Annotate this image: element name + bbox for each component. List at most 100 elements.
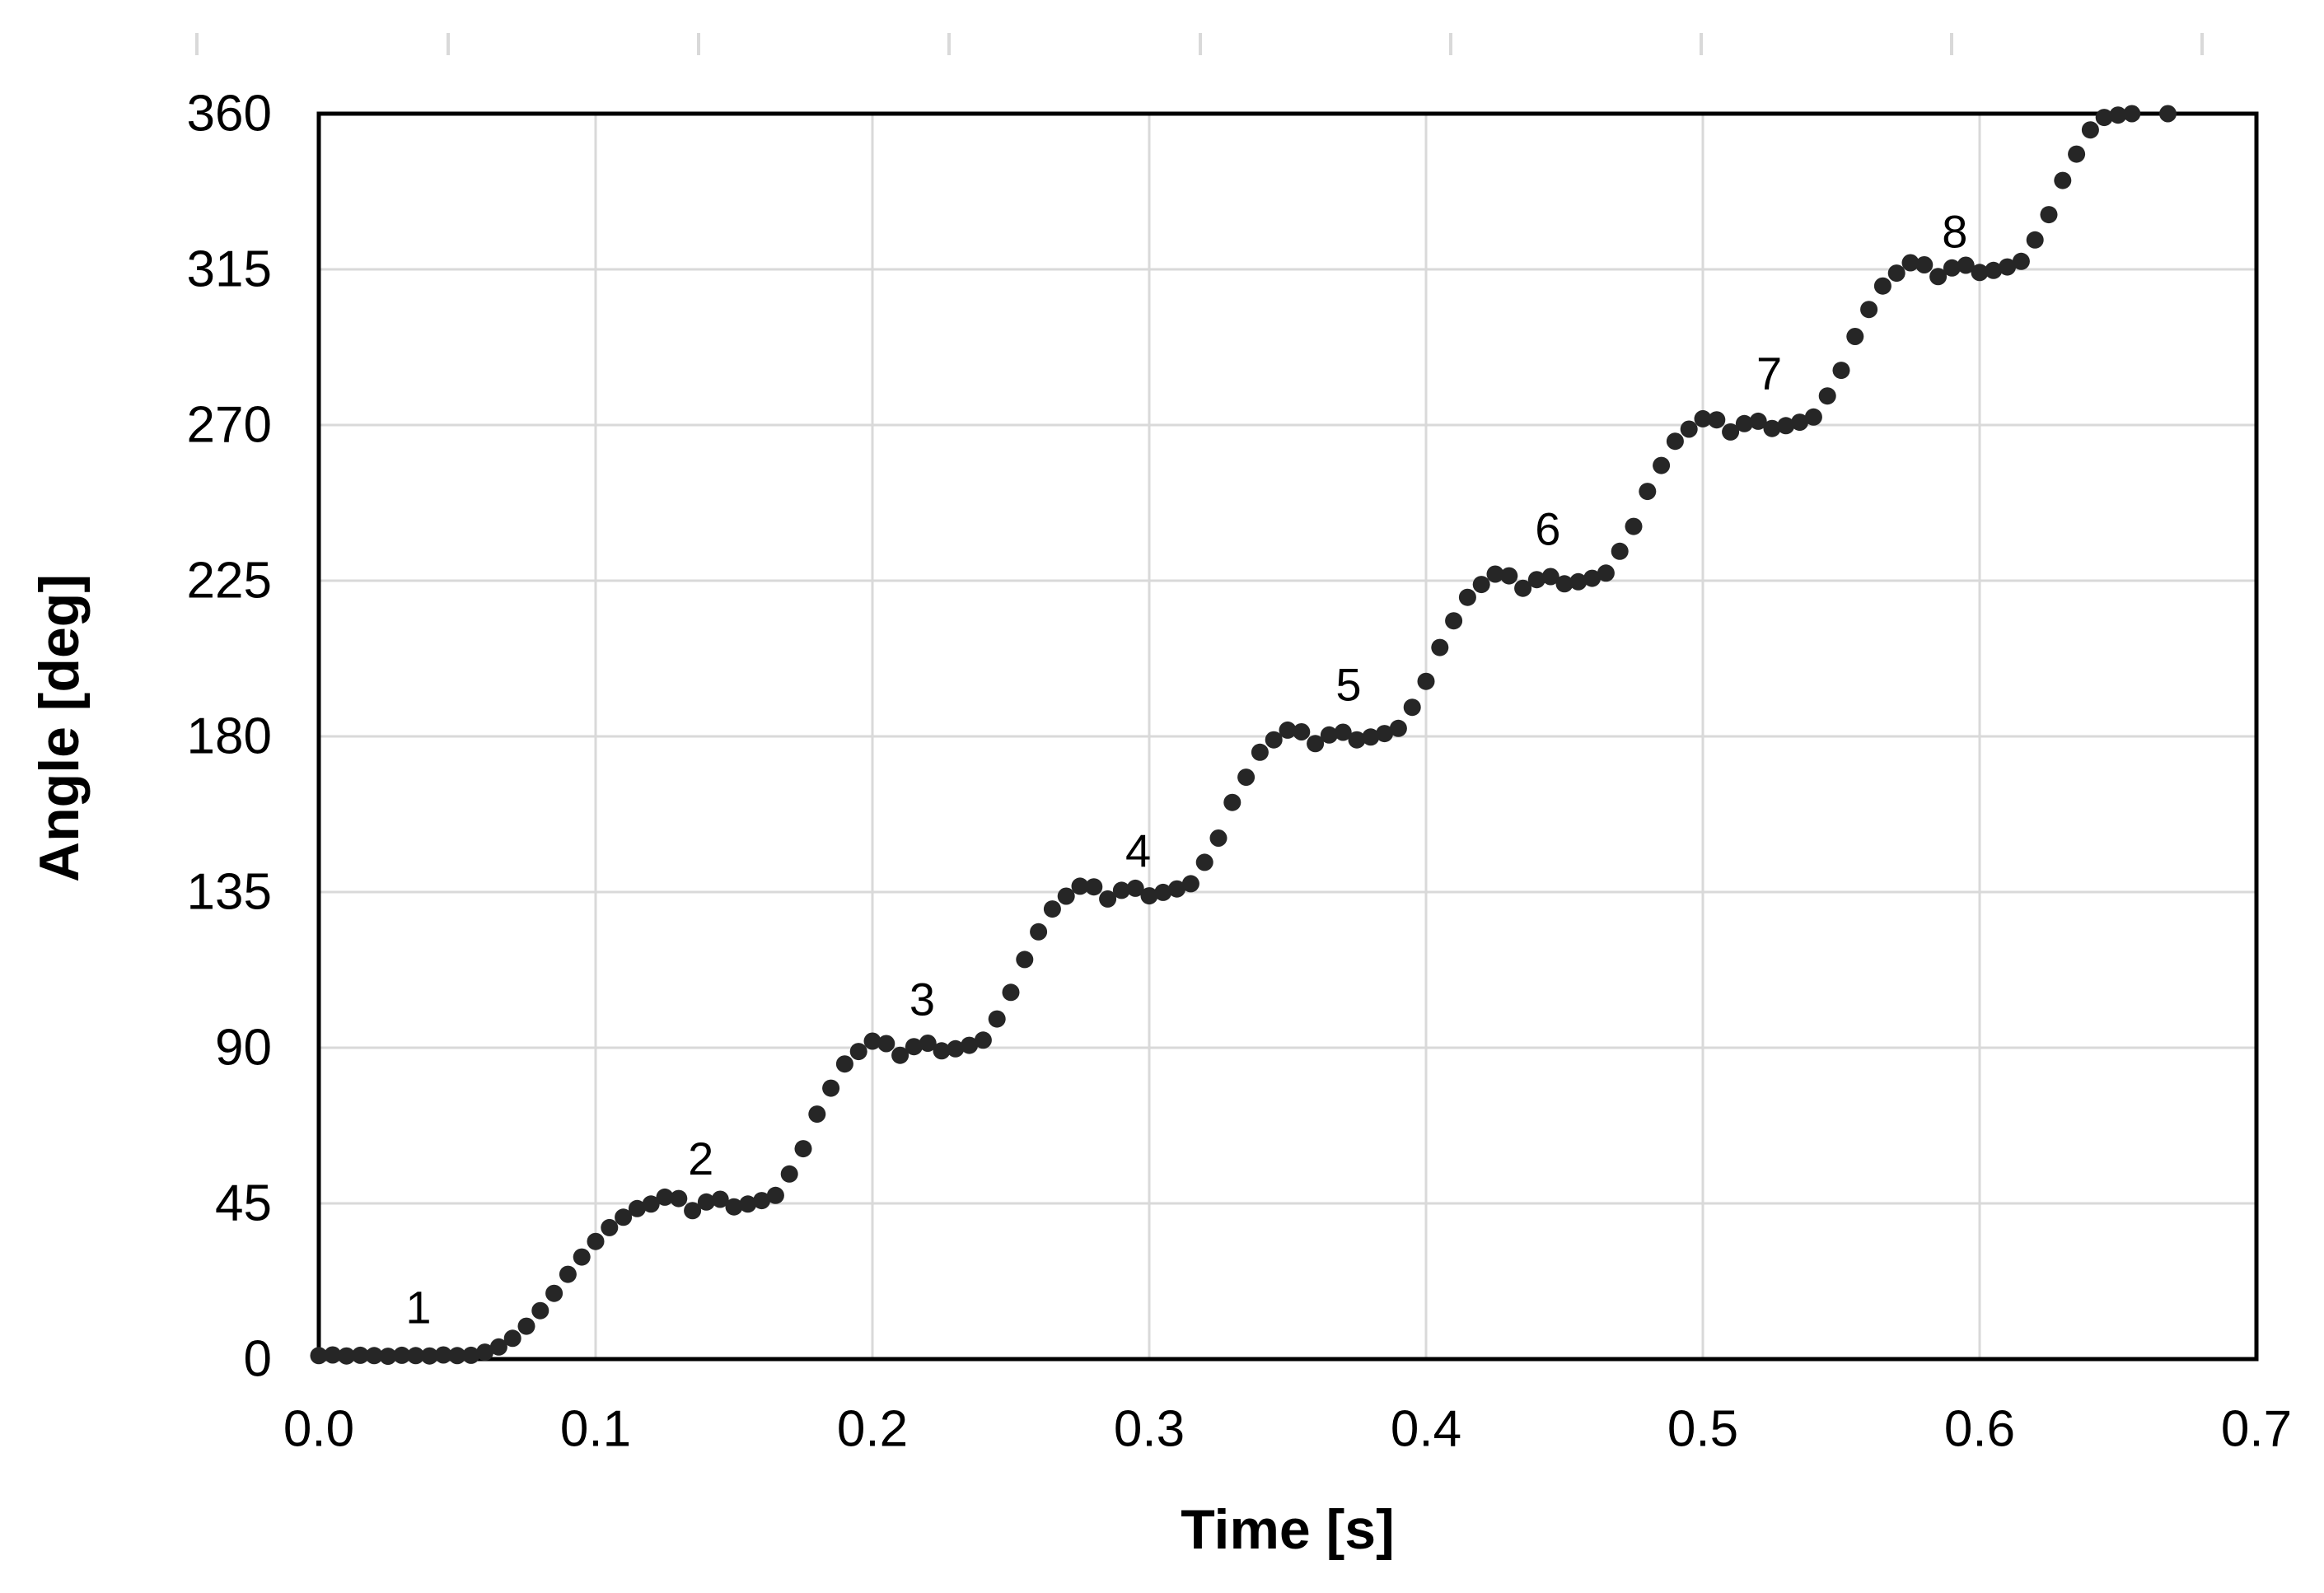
data-point: [961, 1036, 979, 1054]
data-point: [1181, 875, 1199, 893]
data-point: [338, 1347, 356, 1365]
data-point: [1223, 793, 1241, 811]
data-point: [1431, 638, 1449, 656]
y-tick-label: 135: [187, 864, 272, 921]
data-point: [448, 1347, 466, 1365]
data-point: [1846, 328, 1864, 345]
data-point: [1376, 725, 1394, 743]
data-point: [670, 1189, 688, 1208]
top-ruler-ticks: [195, 33, 2204, 55]
data-point: [822, 1079, 840, 1097]
data-point: [2068, 145, 2086, 163]
data-point: [2012, 252, 2030, 270]
data-point: [1915, 256, 1934, 273]
plot-area: [316, 111, 2259, 1362]
data-point: [1860, 301, 1878, 319]
data-point: [1777, 417, 1795, 435]
data-point: [1985, 261, 2003, 279]
data-point: [1514, 579, 1532, 597]
y-tick-label: 360: [187, 86, 272, 142]
x-tick-label: 0.6: [1944, 1401, 2015, 1458]
data-point: [1057, 887, 1075, 905]
data-point: [1417, 672, 1435, 690]
data-point: [1195, 853, 1213, 871]
data-point: [1251, 743, 1269, 761]
data-point: [1763, 419, 1781, 437]
data-point: [656, 1188, 674, 1206]
data-point: [794, 1140, 812, 1158]
data-point: [2054, 171, 2072, 189]
data-point: [615, 1208, 633, 1226]
data-point: [476, 1343, 494, 1362]
data-point: [1735, 414, 1753, 432]
annotation-label: 5: [1335, 659, 1361, 711]
data-point: [1265, 731, 1283, 749]
tick-labels: 0.0 0.1 0.2 0.3 0.4 0.5 0.6 0.70459013518022527…: [187, 86, 2293, 1458]
data-point: [697, 1193, 715, 1211]
data-point: [2040, 206, 2058, 224]
data-point: [2123, 105, 2141, 123]
data-point: [642, 1195, 660, 1213]
data-point: [891, 1046, 909, 1064]
data-point: [2109, 106, 2127, 124]
annotation-label: 7: [1756, 348, 1782, 399]
data-point: [1403, 698, 1421, 717]
data-point: [365, 1347, 383, 1365]
annotation-label: 3: [909, 974, 935, 1025]
data-point: [877, 1035, 895, 1053]
data-point: [1140, 887, 1158, 905]
data-point: [1639, 483, 1657, 501]
data-point: [351, 1346, 369, 1364]
data-point: [1209, 829, 1227, 847]
data-point: [545, 1284, 563, 1302]
x-axis-title: Time [s]: [1181, 1498, 1394, 1561]
data-point: [684, 1202, 702, 1220]
y-tick-label: 180: [187, 708, 272, 765]
data-point: [1929, 268, 1948, 286]
data-point: [725, 1198, 743, 1216]
data-point: [2081, 121, 2099, 139]
data-point: [1016, 951, 1034, 969]
data-point: [1293, 723, 1311, 740]
data-point: [1943, 259, 1961, 277]
data-point: [393, 1346, 411, 1364]
data-point: [753, 1192, 771, 1210]
data-point: [324, 1346, 342, 1364]
data-point: [503, 1329, 521, 1348]
data-point: [434, 1346, 452, 1364]
data-point: [1472, 576, 1490, 594]
data-point: [766, 1186, 784, 1204]
data-point: [2095, 109, 2113, 127]
data-point: [1832, 362, 1850, 380]
data-point: [517, 1317, 535, 1335]
data-point: [1168, 880, 1186, 898]
data-point: [1804, 408, 1822, 426]
data-point: [1666, 432, 1684, 451]
y-axis-title: Angle [deg]: [28, 574, 91, 882]
x-tick-label: 0.5: [1667, 1401, 1738, 1458]
data-point: [1085, 878, 1103, 896]
data-point: [780, 1165, 798, 1183]
data-point: [2026, 231, 2044, 249]
y-tick-label: 270: [187, 397, 272, 454]
data-point: [379, 1348, 397, 1366]
data-point: [1334, 723, 1352, 741]
data-point: [1555, 575, 1573, 593]
data-point: [1597, 564, 1615, 582]
data-point: [1500, 567, 1518, 585]
data-point: [1486, 565, 1504, 583]
x-tick-label: 0.1: [560, 1401, 631, 1458]
scatter-series: [310, 105, 2177, 1366]
data-point: [808, 1105, 826, 1124]
data-point: [462, 1346, 480, 1364]
data-point: [1527, 571, 1545, 589]
data-point: [974, 1031, 992, 1049]
annotation-label: 1: [405, 1282, 431, 1334]
data-point: [1043, 900, 1061, 918]
data-point: [628, 1199, 646, 1217]
data-point: [1611, 542, 1629, 560]
data-point: [711, 1190, 729, 1208]
data-point: [1625, 517, 1643, 535]
